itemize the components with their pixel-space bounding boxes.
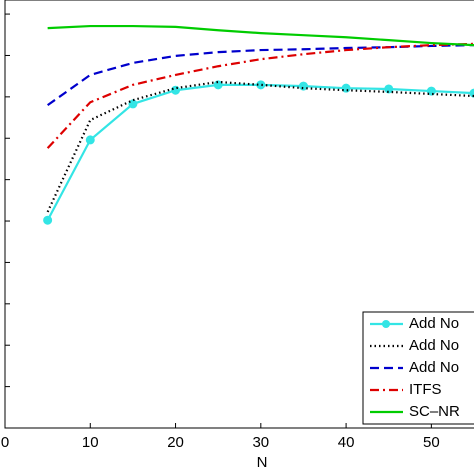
legend-label: ITFS [409, 381, 442, 398]
x-tick-label: 30 [252, 434, 269, 451]
point [85, 135, 95, 145]
series-line [46, 42, 474, 149]
x-tick-label: 20 [167, 434, 184, 451]
legend-label: Add No [409, 315, 459, 332]
point [298, 81, 308, 91]
series-line [46, 83, 474, 221]
x-tick-label: 50 [423, 434, 440, 451]
point [128, 99, 138, 109]
plot-frame [4, 0, 474, 429]
legend-box [362, 311, 474, 425]
x-tick-label: 40 [338, 434, 355, 451]
legend-label: Add No [409, 359, 459, 376]
point [256, 80, 266, 90]
legend-label: SC–NR [409, 403, 460, 420]
series-line [47, 44, 474, 107]
x-tick-label: 0 [1, 434, 9, 451]
legend-marker [382, 320, 390, 328]
point [384, 84, 394, 94]
x-axis-label: N [257, 454, 268, 471]
series-line [46, 80, 474, 213]
point [213, 80, 223, 90]
series-line [47, 24, 474, 47]
x-tick-label: 10 [82, 434, 99, 451]
point [43, 215, 53, 225]
legend-label: Add No [409, 337, 459, 354]
point [171, 85, 181, 95]
